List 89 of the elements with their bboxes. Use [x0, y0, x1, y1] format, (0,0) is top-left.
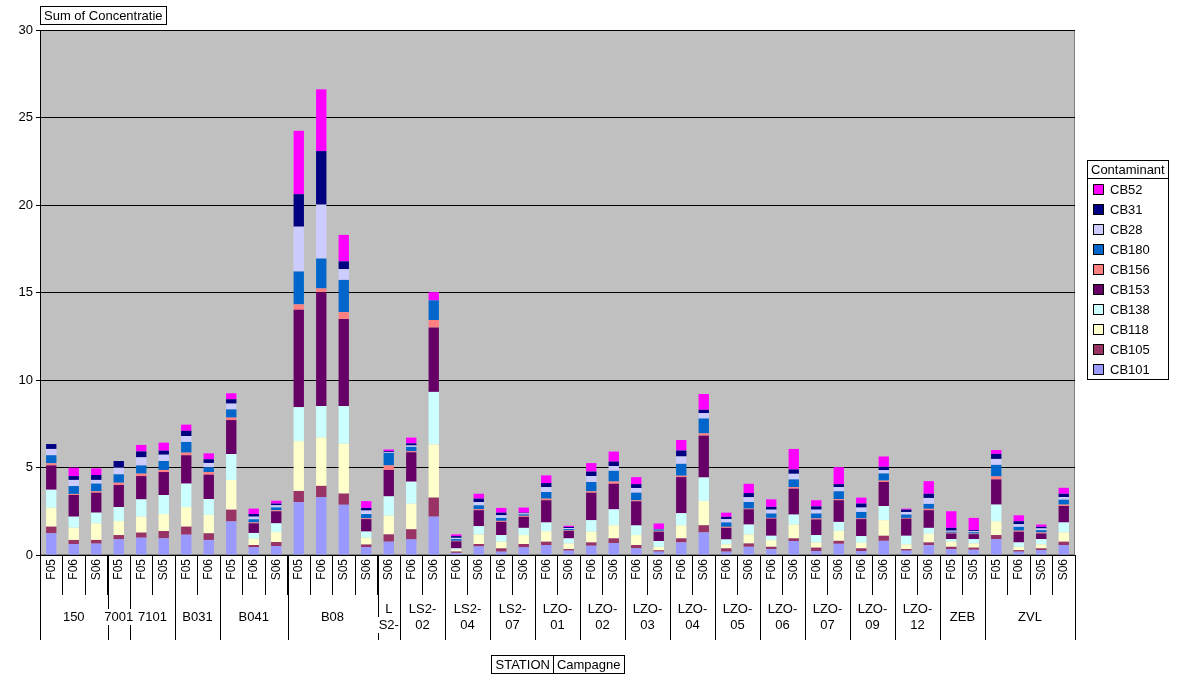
text: B08	[320, 608, 345, 624]
text: ZVL	[1018, 608, 1042, 624]
y-tick-label: 10	[18, 371, 33, 387]
legend-label: CB138	[1110, 301, 1150, 317]
x-tick-label: F06	[403, 558, 418, 580]
x-tick-label: S05	[336, 558, 351, 581]
text: 7001	[104, 608, 134, 624]
x-tick-label: S06	[606, 558, 621, 581]
legend-label: CB101	[1110, 361, 1150, 377]
x-tick-label: F06	[201, 558, 216, 580]
text: LZO-07	[812, 600, 843, 632]
text: LZO-01	[542, 600, 573, 632]
x-tick-label: S05	[1033, 558, 1048, 581]
legend-label: CB105	[1110, 341, 1150, 357]
text: LZO-05	[722, 600, 753, 632]
legend-label: CB180	[1110, 241, 1150, 257]
y-tick-label: 20	[18, 196, 33, 212]
x-tick-label: F06	[313, 558, 328, 580]
x-tick-label: F06	[538, 558, 553, 580]
x-tick-label: S06	[381, 558, 396, 581]
x-tick-label: F06	[673, 558, 688, 580]
x-tick-label: S05	[966, 558, 981, 581]
x-tick-label: S06	[471, 558, 486, 581]
x-tick-label: S06	[561, 558, 576, 581]
x-tick-label: S06	[1056, 558, 1071, 581]
text: B041	[238, 608, 269, 624]
legend-label: CB156	[1110, 261, 1150, 277]
x-tick-label: F06	[718, 558, 733, 580]
text: LS2-	[378, 600, 399, 632]
x-tick-label: S06	[268, 558, 283, 581]
text: LZO-09	[857, 600, 888, 632]
y-tick-label: 25	[18, 109, 33, 125]
x-tick-label: F05	[133, 558, 148, 580]
x-tick-label: S06	[831, 558, 846, 581]
x-tick-label: S06	[921, 558, 936, 581]
text: Campagne	[552, 655, 625, 674]
x-tick-label: F05	[943, 558, 958, 580]
x-tick-label: S06	[651, 558, 666, 581]
text: 150	[62, 608, 85, 624]
text: LS2-07	[498, 600, 527, 632]
x-tick-label: F06	[898, 558, 913, 580]
x-tick-label: F05	[178, 558, 193, 580]
x-tick-label: F05	[43, 558, 58, 580]
text: LZO-04	[677, 600, 708, 632]
x-tick-label: F06	[493, 558, 508, 580]
text: LZO-02	[587, 600, 618, 632]
x-tick-label: S06	[876, 558, 891, 581]
x-tick-label: S05	[156, 558, 171, 581]
x-tick-label: F06	[763, 558, 778, 580]
x-tick-label: S06	[88, 558, 103, 581]
text: 7101	[138, 608, 167, 624]
x-tick-label: F05	[291, 558, 306, 580]
legend-label: CB31	[1110, 201, 1143, 217]
x-tick-label: S06	[786, 558, 801, 581]
text: 02	[415, 616, 430, 632]
x-tick-label: F05	[111, 558, 126, 580]
text: LZO-12	[902, 600, 933, 632]
x-tick-label: S06	[696, 558, 711, 581]
x-tick-label: F06	[853, 558, 868, 580]
x-tick-label: F05	[988, 558, 1003, 580]
y-tick-label: 15	[18, 284, 33, 300]
legend-label: CB52	[1110, 181, 1143, 197]
text: LZO-03	[632, 600, 663, 632]
x-tick-label: F06	[583, 558, 598, 580]
x-tick-label: F05	[223, 558, 238, 580]
y-tick-label: 0	[25, 546, 33, 562]
text: LZO-06	[767, 600, 798, 632]
x-tick-label: F06	[246, 558, 261, 580]
x-tick-label: S06	[516, 558, 531, 581]
legend-title: Contaminant	[1088, 161, 1168, 179]
legend-label: CB28	[1110, 221, 1143, 237]
y-tick-label: 30	[18, 21, 33, 37]
x-tick-label: F06	[1011, 558, 1026, 580]
text: ZEB	[949, 608, 976, 624]
x-tick-label: F06	[628, 558, 643, 580]
text: LS2-	[408, 600, 437, 616]
x-tick-label: S06	[741, 558, 756, 581]
legend-label: CB153	[1110, 281, 1150, 297]
chart-title: Sum of Concentratie	[40, 6, 167, 25]
x-tick-label: S06	[358, 558, 373, 581]
text: STATION	[491, 655, 554, 674]
y-tick-label: 5	[25, 459, 33, 475]
x-tick-label: S06	[426, 558, 441, 581]
x-tick-label: F06	[448, 558, 463, 580]
legend-label: CB118	[1110, 321, 1149, 337]
x-tick-label: F06	[66, 558, 81, 580]
x-tick-label: F06	[808, 558, 823, 580]
text: LS2-04	[453, 600, 482, 632]
text: B031	[182, 608, 213, 624]
